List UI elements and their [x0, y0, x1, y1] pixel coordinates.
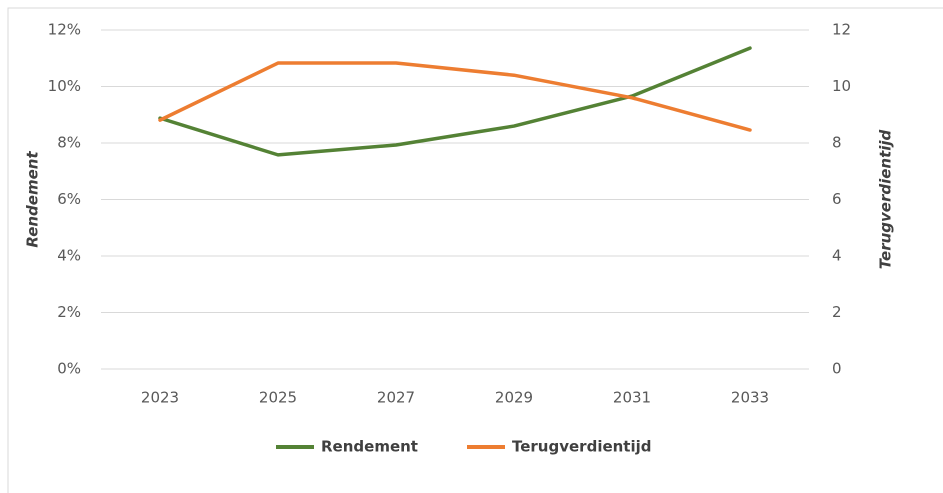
series-line [158, 46, 752, 157]
x-tick-label: 2029 [495, 389, 533, 407]
y2-tick-label: 10 [832, 77, 851, 95]
y2-tick-label: 6 [832, 190, 842, 208]
y2-tick-label: 2 [832, 303, 842, 321]
y2-tick-label: 4 [832, 247, 842, 265]
x-tick-label: 2031 [613, 389, 651, 407]
chart-frame [7, 7, 943, 493]
y-tick-label: 6% [57, 190, 81, 208]
y2-tick-label: 0 [832, 360, 842, 378]
y-tick-label: 0% [57, 360, 81, 378]
legend-label: Rendement [321, 438, 418, 456]
y-tick-label: 4% [57, 247, 81, 265]
series-line [158, 61, 752, 132]
y2-tick-label: 8 [832, 134, 842, 152]
x-tick-label: 2027 [377, 389, 415, 407]
x-tick-label: 2023 [141, 389, 179, 407]
y-axis-title: Rendement [24, 151, 42, 248]
y-tick-label: 2% [57, 303, 81, 321]
y2-tick-label: 12 [832, 21, 851, 39]
y-tick-label: 12% [48, 21, 81, 39]
y-tick-label: 8% [57, 134, 81, 152]
legend-label: Terugverdientijd [512, 438, 652, 456]
x-tick-label: 2025 [259, 389, 297, 407]
x-tick-label: 2033 [731, 389, 769, 407]
y2-axis-title: Terugverdientijd [877, 129, 895, 269]
y-tick-label: 10% [48, 77, 81, 95]
